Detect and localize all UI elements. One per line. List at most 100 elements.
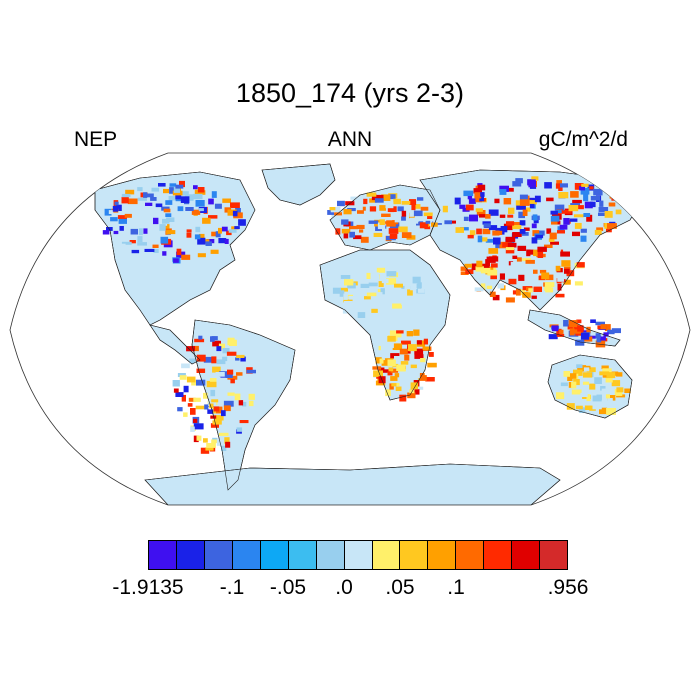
field-cell <box>425 377 435 382</box>
field-cell <box>229 339 237 346</box>
field-cell <box>497 230 503 235</box>
field-cell <box>176 248 182 256</box>
field-cell <box>573 369 583 376</box>
field-cell <box>344 279 354 286</box>
field-cell <box>589 383 596 390</box>
field-cell <box>559 329 564 334</box>
field-cell <box>600 324 607 329</box>
field-cell <box>127 198 138 205</box>
field-cell <box>479 195 484 202</box>
field-cell <box>454 197 461 205</box>
field-cell <box>490 263 498 268</box>
field-cell <box>369 197 378 203</box>
field-cell <box>183 412 188 417</box>
field-cell <box>432 211 440 218</box>
world-map <box>9 152 691 506</box>
field-cell <box>137 187 143 192</box>
field-cell <box>196 354 206 362</box>
field-cell <box>169 187 178 194</box>
field-cell <box>177 373 186 377</box>
field-cell <box>225 417 236 421</box>
field-cell <box>423 212 433 217</box>
field-cell <box>205 241 212 246</box>
colorbar-tick-label: -.05 <box>269 576 307 599</box>
field-cell <box>416 340 422 345</box>
north-america-coastline <box>94 171 256 326</box>
season-label: ANN <box>327 128 373 151</box>
field-cell <box>521 232 529 236</box>
field-cell <box>475 208 483 212</box>
field-cell <box>159 224 166 231</box>
field-cell <box>357 312 366 318</box>
field-cell <box>529 203 535 209</box>
south-america-coastline <box>191 319 296 491</box>
field-cell <box>173 258 179 263</box>
field-cell <box>155 203 163 208</box>
field-cell <box>197 253 206 258</box>
field-cell <box>131 249 140 254</box>
field-cell <box>531 295 537 299</box>
field-cell <box>594 229 602 235</box>
field-cell <box>533 286 542 292</box>
field-cell <box>557 283 562 291</box>
field-cell <box>463 190 474 197</box>
field-cell <box>165 213 172 217</box>
field-cell <box>368 220 379 224</box>
field-cell <box>218 343 226 350</box>
colorbar-tick-label: -.1 <box>219 576 245 599</box>
field-cell <box>381 194 391 201</box>
field-cell <box>203 239 210 243</box>
field-cell <box>216 438 227 446</box>
colorbar-box-13 <box>512 541 541 569</box>
field-cell <box>195 405 206 410</box>
field-cell <box>193 418 198 423</box>
field-cell <box>116 204 122 211</box>
field-cell <box>216 346 222 352</box>
field-cell <box>560 251 570 257</box>
field-cell <box>185 207 194 211</box>
field-cell <box>505 248 515 254</box>
field-cell <box>608 398 613 405</box>
field-cell <box>595 333 601 339</box>
field-cell <box>401 232 412 238</box>
field-cell <box>376 302 385 309</box>
field-cell <box>370 275 380 281</box>
field-cell <box>222 356 228 362</box>
field-cell <box>341 219 349 225</box>
field-cell <box>198 208 204 212</box>
field-cell <box>337 200 345 207</box>
field-cell <box>571 381 577 389</box>
field-cell <box>533 269 538 274</box>
field-cell <box>576 262 585 268</box>
field-cell <box>376 267 386 273</box>
field-cell <box>483 223 491 228</box>
field-cell <box>390 376 398 381</box>
field-cell <box>374 198 384 203</box>
field-cell <box>124 213 132 218</box>
field-cell <box>360 236 369 243</box>
field-cell <box>391 383 397 387</box>
field-cell <box>360 283 370 288</box>
field-cell <box>580 392 588 397</box>
field-cell <box>110 217 118 222</box>
field-cell <box>357 207 364 214</box>
field-cell <box>222 198 231 203</box>
field-cell <box>517 289 526 295</box>
field-cell <box>366 292 377 297</box>
field-cell <box>516 202 526 210</box>
field-cell <box>495 241 500 249</box>
colorbar-box-14 <box>540 541 568 569</box>
field-cell <box>380 345 391 351</box>
colorbar-box-3 <box>232 541 261 569</box>
field-cell <box>236 427 243 432</box>
field-cell <box>516 257 522 262</box>
field-cell <box>393 330 402 338</box>
field-cell <box>196 368 206 373</box>
field-cell <box>433 217 443 224</box>
field-cell <box>532 214 538 221</box>
field-cell <box>225 441 231 448</box>
field-cell <box>144 248 155 252</box>
field-cell <box>205 447 214 451</box>
field-cell <box>515 178 523 184</box>
field-cell <box>211 439 221 444</box>
